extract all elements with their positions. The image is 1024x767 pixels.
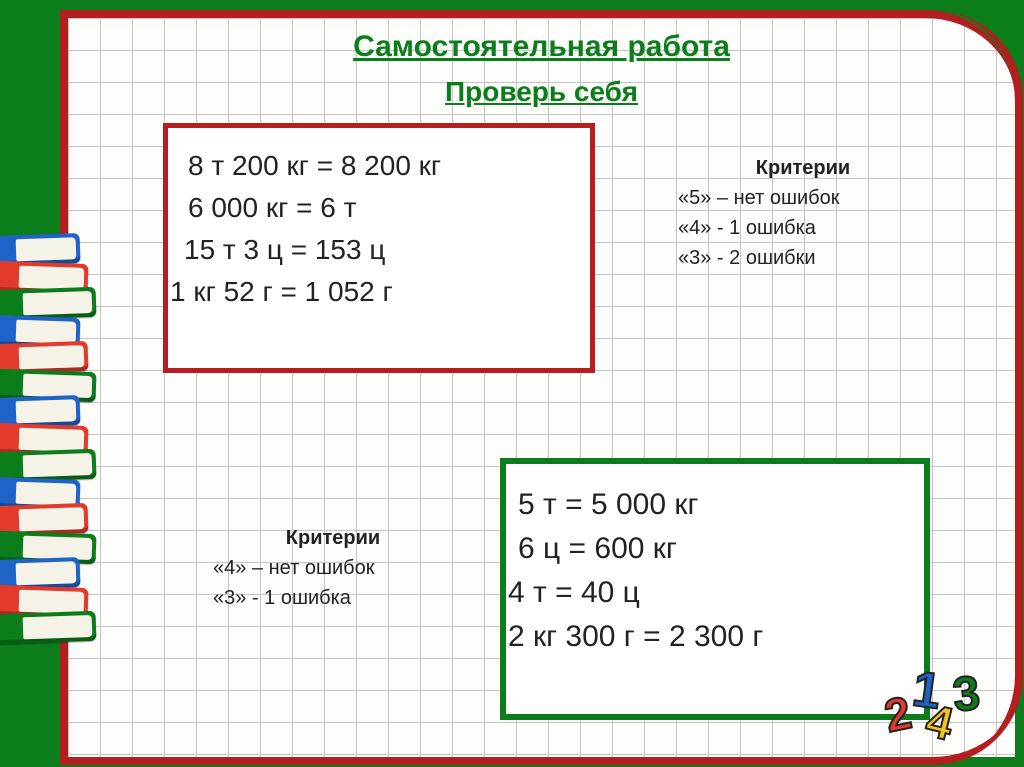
numbers-decoration: 2143: [875, 657, 995, 747]
equation-line: 15 т 3 ц = 153 ц: [184, 234, 580, 266]
equation-line: 1 кг 52 г = 1 052 г: [170, 276, 580, 308]
equation-line: 2 кг 300 г = 2 300 г: [508, 620, 912, 654]
book-icon: [0, 611, 96, 645]
equation-line: 4 т = 40 ц: [508, 576, 912, 610]
answers-box-green: 5 т = 5 000 кг 6 ц = 600 кг 4 т = 40 ц 2…: [500, 458, 930, 720]
equation-line: 6 000 кг = 6 т: [188, 192, 580, 224]
criteria-block-1: Критерии «5» – нет ошибок «4» - 1 ошибка…: [678, 153, 928, 273]
criteria-item: «3» - 2 ошибки: [678, 243, 928, 273]
criteria-item: «3» - 1 ошибка: [213, 583, 453, 613]
books-stack-icon: [0, 235, 100, 640]
title-main: Самостоятельная работа: [68, 30, 1015, 64]
page-background: Самостоятельная работа Проверь себя 8 т …: [0, 0, 1024, 767]
criteria-block-2: Критерии «4» – нет ошибок «3» - 1 ошибка: [213, 523, 453, 613]
equation-line: 5 т = 5 000 кг: [518, 488, 912, 522]
equation-line: 8 т 200 кг = 8 200 кг: [188, 150, 580, 182]
equation-line: 6 ц = 600 кг: [518, 532, 912, 566]
criteria-item: «5» – нет ошибок: [678, 183, 928, 213]
criteria-header: Критерии: [678, 153, 928, 183]
criteria-item: «4» - 1 ошибка: [678, 213, 928, 243]
criteria-item: «4» – нет ошибок: [213, 553, 453, 583]
answers-box-red: 8 т 200 кг = 8 200 кг 6 000 кг = 6 т 15 …: [163, 123, 595, 373]
title-sub: Проверь себя: [68, 76, 1015, 108]
content-frame: Самостоятельная работа Проверь себя 8 т …: [60, 10, 1015, 757]
criteria-header: Критерии: [213, 523, 453, 553]
decoration-number: 3: [950, 666, 982, 723]
